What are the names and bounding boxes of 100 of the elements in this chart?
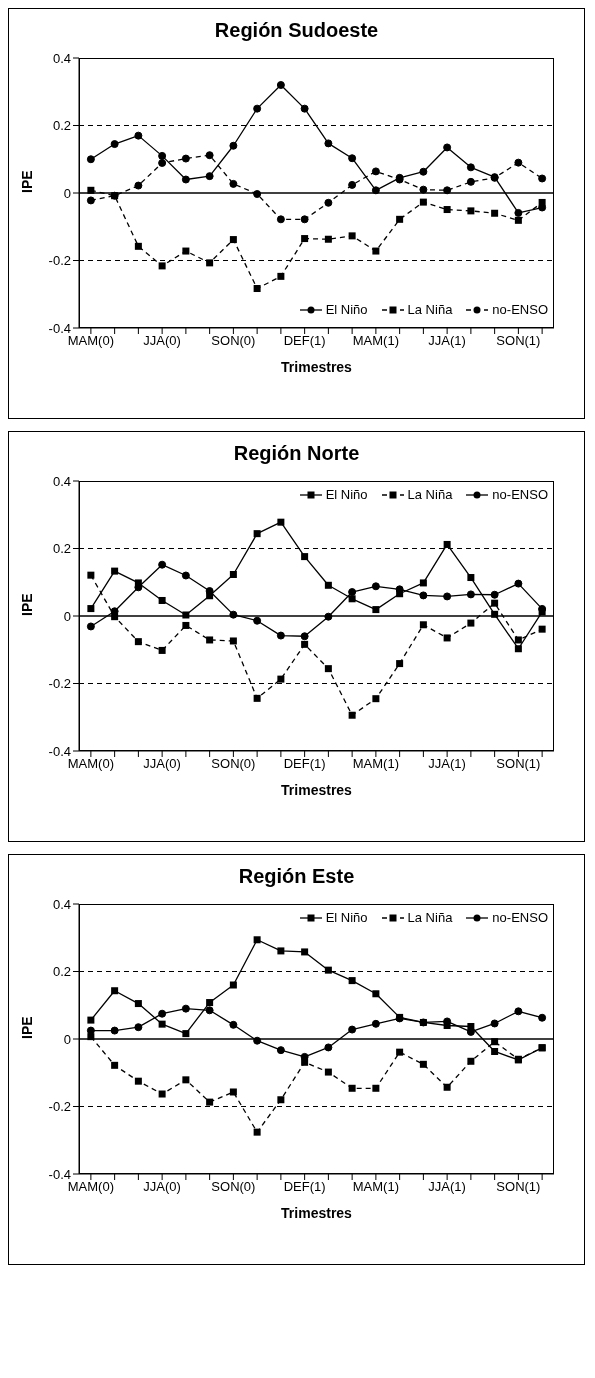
- x-tick-label: JJA(1): [428, 1179, 466, 1195]
- point: [396, 660, 404, 668]
- point: [396, 1048, 404, 1056]
- point: [348, 232, 356, 240]
- x-tick-label: MAM(1): [352, 756, 399, 772]
- point: [158, 262, 166, 270]
- point: [443, 143, 452, 152]
- point: [181, 154, 190, 163]
- point: [206, 636, 214, 644]
- point: [443, 1083, 451, 1091]
- x-tick-label: SON(0): [211, 1179, 256, 1195]
- point: [419, 621, 427, 629]
- x-axis-title: Trimestres: [281, 782, 353, 798]
- point: [419, 579, 427, 587]
- point: [538, 604, 547, 613]
- x-tick-label: SON(0): [211, 333, 256, 349]
- point: [443, 592, 452, 601]
- x-tick-label: DEF(1): [283, 333, 326, 349]
- y-axis-title: IPE: [18, 1016, 35, 1039]
- point: [182, 621, 190, 629]
- point: [491, 209, 499, 217]
- point: [134, 242, 142, 250]
- point: [443, 540, 451, 548]
- point: [182, 1030, 190, 1038]
- point: [87, 186, 95, 194]
- point: [276, 1046, 285, 1055]
- point: [86, 1026, 95, 1035]
- point: [158, 560, 167, 569]
- legend-label: El Niño: [325, 487, 368, 502]
- x-axis-title: Trimestres: [281, 1205, 353, 1221]
- legend-label: no-ENSO: [492, 910, 548, 925]
- x-tick-label: MAM(0): [67, 333, 114, 349]
- x-tick-label: JJA(1): [428, 333, 466, 349]
- point: [491, 1047, 499, 1055]
- point: [490, 1019, 499, 1028]
- point: [86, 196, 95, 205]
- point: [467, 619, 475, 627]
- point: [538, 1013, 547, 1022]
- legend-label: no-ENSO: [492, 487, 548, 502]
- point: [277, 1096, 285, 1104]
- point: [253, 285, 261, 293]
- point: [538, 625, 546, 633]
- point: [491, 610, 499, 618]
- y-tick-label: -0.4: [48, 1166, 71, 1182]
- point: [229, 610, 238, 619]
- point: [253, 1036, 262, 1045]
- point: [538, 198, 546, 206]
- point: [134, 131, 143, 140]
- point: [110, 140, 119, 149]
- point: [276, 631, 285, 640]
- y-tick-label: 0.4: [52, 473, 71, 489]
- point: [229, 236, 237, 244]
- legend-label: no-ENSO: [492, 302, 548, 317]
- point: [134, 1000, 142, 1008]
- point: [300, 1052, 309, 1061]
- point: [87, 1016, 95, 1024]
- y-tick-label: 0: [63, 608, 71, 624]
- x-tick-label: JJA(0): [143, 1179, 181, 1195]
- point: [514, 636, 522, 644]
- x-tick-label: DEF(1): [283, 1179, 326, 1195]
- point: [538, 174, 547, 183]
- point: [276, 215, 285, 224]
- x-tick-label: MAM(1): [352, 333, 399, 349]
- point: [87, 571, 95, 579]
- point: [206, 999, 214, 1007]
- point: [348, 1025, 357, 1034]
- point: [491, 599, 499, 607]
- point: [181, 1004, 190, 1013]
- y-tick-label: -0.2: [48, 676, 71, 692]
- point: [277, 272, 285, 280]
- point: [371, 1019, 380, 1028]
- point: [110, 1026, 119, 1035]
- point: [419, 185, 428, 194]
- x-tick-label: SON(1): [496, 333, 541, 349]
- y-tick-label: 0.2: [52, 964, 71, 980]
- point: [348, 595, 356, 603]
- point: [443, 634, 451, 642]
- point: [324, 665, 332, 673]
- point: [181, 175, 190, 184]
- point: [301, 235, 309, 243]
- y-tick-label: -0.4: [48, 743, 71, 759]
- point: [467, 207, 475, 215]
- x-tick-label: JJA(0): [143, 333, 181, 349]
- point: [205, 1006, 214, 1015]
- point: [324, 139, 333, 148]
- y-tick-label: 0: [63, 185, 71, 201]
- point: [111, 1061, 119, 1069]
- point: [276, 81, 285, 89]
- point: [372, 247, 380, 255]
- point: [229, 570, 237, 578]
- point: [134, 1077, 142, 1085]
- point: [324, 966, 332, 974]
- point: [277, 947, 285, 955]
- point: [253, 190, 262, 199]
- point: [134, 181, 143, 190]
- point: [371, 582, 380, 591]
- point: [253, 694, 261, 702]
- chart-title: Región Norte: [232, 441, 361, 466]
- point: [206, 259, 214, 267]
- point: [419, 167, 428, 176]
